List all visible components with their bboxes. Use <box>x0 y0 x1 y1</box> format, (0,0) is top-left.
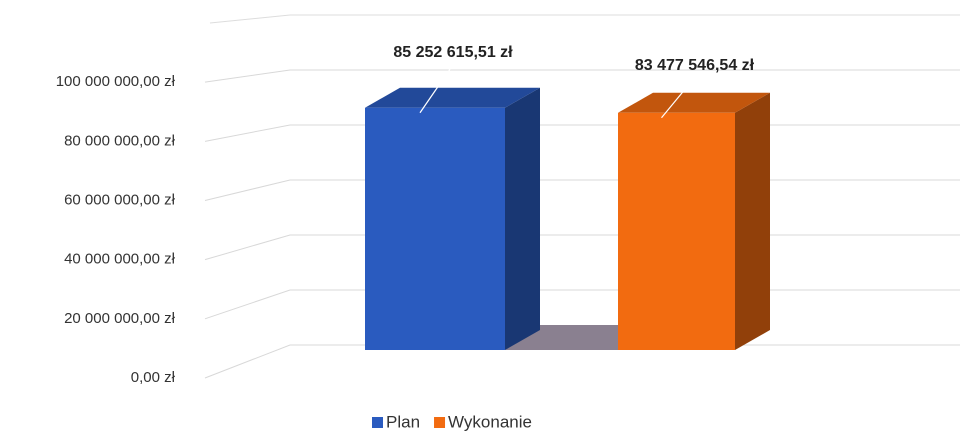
grid-line <box>204 289 960 320</box>
legend-label: Plan <box>386 412 420 431</box>
wall-top <box>209 14 291 24</box>
y-tick-label: 40 000 000,00 zł <box>64 251 176 268</box>
leader-line <box>419 64 454 114</box>
legend-swatch <box>372 417 383 428</box>
leader-line <box>661 77 695 119</box>
bar-side <box>735 92 770 350</box>
grid-line <box>204 69 960 83</box>
y-tick-label: 80 000 000,00 zł <box>64 132 176 149</box>
y-tick-label: 60 000 000,00 zł <box>64 191 176 208</box>
y-tick-label: 0,00 zł <box>131 369 176 386</box>
grid-line <box>204 179 960 201</box>
grid-line <box>204 234 960 261</box>
grid-line <box>204 124 960 142</box>
bar <box>618 112 735 350</box>
legend-label: Wykonanie <box>448 412 532 431</box>
y-tick-label: 20 000 000,00 zł <box>64 310 176 327</box>
floor <box>505 325 655 350</box>
bar-top <box>365 87 540 108</box>
data-label: 85 252 615,51 zł <box>393 44 513 61</box>
bar-top <box>618 92 770 113</box>
data-label: 83 477 546,54 zł <box>635 57 755 74</box>
bar <box>365 107 505 351</box>
legend-swatch <box>434 417 446 428</box>
bar-side <box>505 87 540 351</box>
y-tick-label: 100 000 000,00 zł <box>56 73 176 90</box>
